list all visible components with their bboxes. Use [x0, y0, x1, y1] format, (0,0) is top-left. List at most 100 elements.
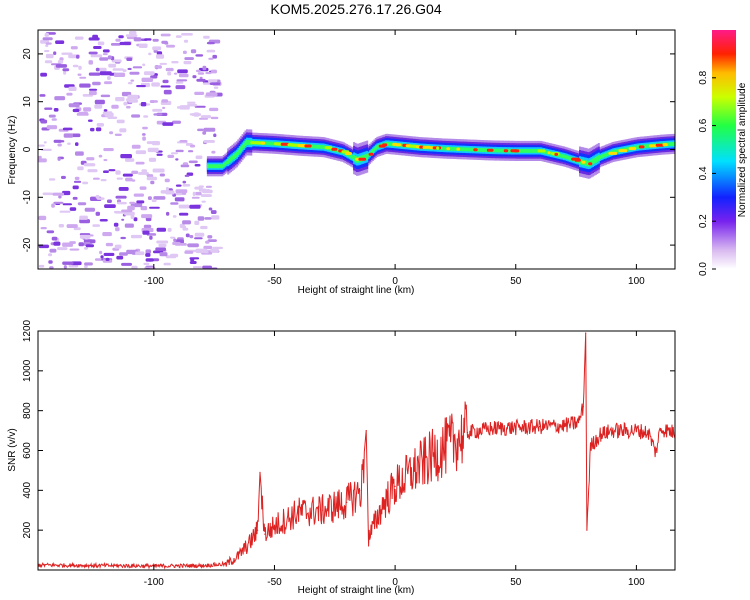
noise-blob	[175, 149, 184, 153]
noise-blob	[200, 194, 212, 197]
signal-band	[534, 149, 537, 153]
snr-ylabel: SNR (v/v)	[7, 428, 18, 471]
noise-blob	[104, 81, 113, 85]
noise-blob	[129, 31, 137, 35]
noise-blob	[153, 49, 158, 53]
colorbar-ticks: 0.0 0.2 0.4 0.6 0.8	[698, 70, 716, 276]
signal-band	[376, 145, 379, 149]
noise-blob	[112, 68, 124, 71]
signal-band	[568, 156, 571, 161]
signal-band	[269, 141, 272, 146]
signal-peak	[344, 152, 352, 155]
signal-band	[545, 150, 548, 155]
noise-blob	[94, 99, 105, 105]
noise-blob	[46, 125, 58, 130]
signal-band	[442, 146, 445, 151]
noise-blob	[197, 72, 205, 75]
signal-band	[484, 148, 487, 153]
snr-point	[365, 430, 367, 432]
noise-blob	[44, 50, 50, 53]
noise-blob	[74, 176, 80, 180]
snr-point	[360, 489, 362, 491]
noise-blob	[166, 44, 175, 48]
noise-blob	[90, 127, 95, 132]
noise-blob	[90, 54, 103, 58]
noise-blob	[48, 253, 53, 257]
noise-blob	[182, 184, 191, 187]
noise-blob	[148, 157, 157, 162]
noise-blob	[108, 63, 117, 68]
noise-blob	[62, 68, 70, 72]
noise-blob	[174, 197, 185, 202]
signal-band	[521, 149, 524, 153]
signal-band	[593, 157, 596, 164]
noise-blob	[175, 184, 182, 187]
y-tick-label: 800	[22, 402, 33, 419]
noise-blob	[184, 174, 190, 177]
noise-blob	[195, 191, 202, 196]
noise-blob	[88, 51, 98, 55]
signal-band	[467, 147, 470, 152]
signal-band	[480, 148, 483, 152]
noise-blob	[42, 192, 54, 196]
signal-band	[246, 139, 248, 145]
noise-blob	[72, 64, 79, 68]
snr-point	[418, 465, 420, 467]
noise-blob	[149, 100, 158, 103]
snr-ticks: -100 -50 0 50 100 200 400 600 800 1000 1200	[22, 319, 675, 588]
noise-blob	[75, 142, 79, 146]
signal-band	[235, 151, 238, 157]
signal-band	[231, 155, 234, 161]
noise-blob	[41, 148, 52, 151]
noise-blob	[55, 64, 67, 68]
noise-blob	[139, 186, 147, 190]
noise-blob	[126, 249, 138, 255]
signal-peak	[419, 145, 424, 149]
noise-blob	[119, 41, 131, 46]
signal-band	[635, 145, 638, 150]
noise-blob	[147, 147, 159, 153]
noise-blob	[138, 43, 148, 48]
noise-blob	[189, 235, 194, 239]
noise-blob	[57, 60, 64, 64]
signal-band	[367, 153, 370, 158]
noise-blob	[92, 224, 100, 227]
noise-blob	[196, 78, 206, 82]
colorbar-tick-label: 0.6	[698, 118, 709, 132]
noise-blob	[151, 199, 157, 203]
noise-blob	[62, 127, 73, 131]
signal-band	[528, 149, 531, 153]
noise-blob	[117, 201, 127, 205]
noise-blob	[189, 204, 201, 209]
noise-blob	[179, 212, 189, 216]
noise-blob	[160, 85, 171, 88]
signal-band	[374, 146, 377, 150]
noise-blob	[95, 195, 100, 199]
noise-blob	[178, 204, 190, 209]
noise-blob	[116, 119, 125, 124]
noise-blob	[111, 59, 122, 63]
snr-point	[611, 430, 613, 432]
signal-band	[267, 141, 270, 146]
noise-blob	[162, 79, 169, 84]
signal-band	[606, 152, 609, 157]
noise-blob	[79, 83, 91, 88]
signal-band	[337, 148, 340, 153]
signal-band	[212, 164, 215, 169]
noise-blob	[205, 92, 218, 97]
signal-band	[470, 147, 473, 152]
signal-band	[363, 154, 366, 161]
signal-band	[219, 164, 222, 169]
noise-blob	[127, 94, 139, 100]
noise-blob	[206, 189, 211, 193]
signal-band	[312, 144, 315, 149]
noise-blob	[67, 142, 71, 145]
noise-blob	[135, 150, 147, 155]
noise-blob	[170, 152, 178, 155]
noise-blob	[129, 71, 140, 75]
signal-band	[524, 149, 526, 153]
snr-point	[655, 451, 657, 454]
noise-blob	[70, 261, 82, 266]
snr-xlabel: Height of straight line (km)	[298, 585, 415, 596]
noise-blob	[153, 113, 163, 116]
